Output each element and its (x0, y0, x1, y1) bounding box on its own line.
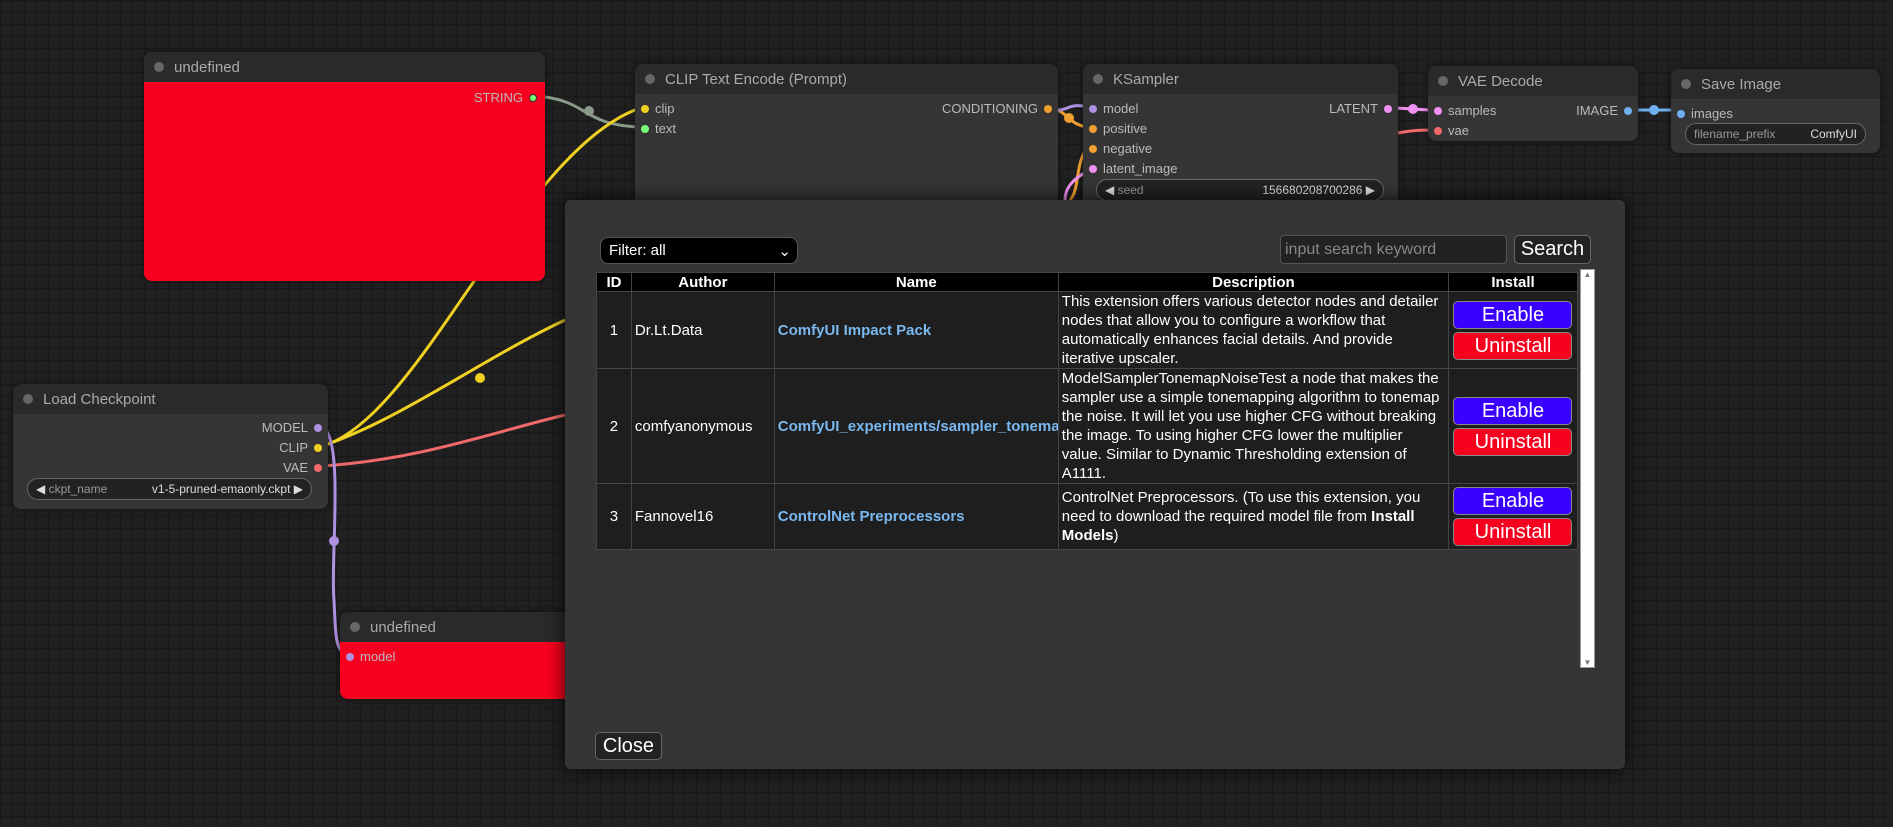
input-text[interactable]: text (641, 121, 676, 136)
input-positive[interactable]: positive (1089, 121, 1147, 136)
node-title: KSampler (1113, 70, 1179, 88)
node-title: Load Checkpoint (43, 390, 156, 408)
collapse-dot-icon[interactable] (350, 622, 360, 632)
pin-icon[interactable] (314, 423, 322, 432)
table-row: 1 Dr.Lt.Data ComfyUI Impact Pack This ex… (596, 291, 1579, 369)
extension-link[interactable]: ComfyUI_experiments/sampler_tonemap (773, 368, 1059, 484)
scroll-up-icon[interactable]: ▲ (1583, 270, 1592, 279)
scroll-down-icon[interactable]: ▼ (1583, 658, 1592, 667)
output-string[interactable]: STRING (474, 90, 537, 105)
output-latent[interactable]: LATENT (1329, 101, 1392, 116)
custom-nodes-manager-dialog: Filter: all ⌄ input search keyword Search… (565, 200, 1625, 769)
pin-icon[interactable] (1434, 126, 1442, 135)
pin-icon[interactable] (529, 93, 537, 102)
enable-button[interactable]: Enable (1453, 300, 1573, 329)
error-body (144, 82, 545, 281)
collapse-dot-icon[interactable] (645, 74, 655, 84)
input-vae[interactable]: vae (1434, 123, 1469, 138)
pin-icon[interactable] (1044, 104, 1052, 113)
pin-icon[interactable] (1434, 106, 1442, 115)
pin-icon[interactable] (346, 652, 354, 661)
close-button[interactable]: Close (595, 732, 662, 760)
node-title: VAE Decode (1458, 72, 1543, 90)
collapse-dot-icon[interactable] (1093, 74, 1103, 84)
chevron-down-icon: ⌄ (778, 242, 791, 260)
node-title: CLIP Text Encode (Prompt) (665, 70, 848, 88)
output-conditioning[interactable]: CONDITIONING (942, 101, 1052, 116)
output-vae[interactable]: VAE (283, 460, 322, 475)
install-models-link[interactable]: Install Models (1061, 508, 1415, 544)
pin-icon[interactable] (314, 443, 322, 452)
pin-icon[interactable] (641, 124, 649, 133)
string-node[interactable]: undefined STRING (144, 52, 545, 281)
clip-text-encode-node[interactable]: CLIP Text Encode (Prompt) clip text COND… (635, 64, 1058, 214)
vae-decode-node[interactable]: VAE Decode samples vae IMAGE (1428, 66, 1638, 141)
seed-widget[interactable]: ◀ seed 156680208700286 ▶ (1096, 179, 1384, 201)
load-checkpoint-node[interactable]: Load Checkpoint MODEL CLIP VAE ◀ ckpt_na… (13, 384, 328, 509)
uninstall-button[interactable]: Uninstall (1453, 427, 1573, 456)
table-header: ID Author Name Description Install (596, 272, 1579, 292)
node-title: undefined (370, 618, 436, 636)
output-image[interactable]: IMAGE (1576, 103, 1632, 118)
filter-select[interactable]: Filter: all ⌄ (600, 237, 798, 264)
search-input[interactable]: input search keyword (1280, 235, 1507, 264)
input-images[interactable]: images (1677, 106, 1733, 121)
collapse-dot-icon[interactable] (1438, 76, 1448, 86)
pin-icon[interactable] (1089, 104, 1097, 113)
enable-button[interactable]: Enable (1453, 396, 1573, 425)
input-latent-image[interactable]: latent_image (1089, 161, 1177, 176)
node-title: Save Image (1701, 75, 1782, 93)
ksampler-node[interactable]: KSampler model positive negative latent_… (1083, 64, 1398, 214)
table-row: 2 comfyanonymous ComfyUI_experiments/sam… (596, 368, 1579, 484)
input-samples[interactable]: samples (1434, 103, 1496, 118)
uninstall-button[interactable]: Uninstall (1453, 331, 1573, 360)
enable-button[interactable]: Enable (1453, 487, 1573, 515)
extension-link[interactable]: ComfyUI Impact Pack (773, 291, 1059, 369)
pin-icon[interactable] (1089, 164, 1097, 173)
collapse-dot-icon[interactable] (154, 62, 164, 72)
pin-icon[interactable] (1384, 104, 1392, 113)
pin-icon[interactable] (1677, 109, 1685, 118)
input-model[interactable]: model (346, 649, 395, 664)
pin-icon[interactable] (1624, 106, 1632, 115)
collapse-dot-icon[interactable] (1681, 79, 1691, 89)
pin-icon[interactable] (1089, 124, 1097, 133)
output-model[interactable]: MODEL (262, 420, 322, 435)
extension-link[interactable]: ControlNet Preprocessors (773, 483, 1059, 550)
input-negative[interactable]: negative (1089, 141, 1152, 156)
ckpt-name-widget[interactable]: ◀ ckpt_name v1-5-pruned-emaonly.ckpt ▶ (27, 478, 312, 500)
input-model[interactable]: model (1089, 101, 1138, 116)
scrollbar[interactable]: ▲ ▼ (1580, 269, 1595, 668)
extensions-table: ID Author Name Description Install 1 Dr.Lt.D… (596, 272, 1579, 550)
pin-icon[interactable] (641, 104, 649, 113)
table-row: 3 Fannovel16 ControlNet Preprocessors Co… (596, 483, 1579, 550)
pin-icon[interactable] (1089, 144, 1097, 153)
error-body (340, 642, 580, 699)
save-image-node[interactable]: Save Image images filename_prefix ComfyUI (1671, 69, 1880, 153)
node-title: undefined (174, 58, 240, 76)
filename-prefix-widget[interactable]: filename_prefix ComfyUI (1685, 123, 1866, 145)
input-clip[interactable]: clip (641, 101, 675, 116)
uninstall-button[interactable]: Uninstall (1453, 518, 1573, 546)
collapse-dot-icon[interactable] (23, 394, 33, 404)
model-node[interactable]: undefined model (340, 612, 580, 699)
output-clip[interactable]: CLIP (279, 440, 322, 455)
search-button[interactable]: Search (1514, 235, 1591, 264)
pin-icon[interactable] (314, 463, 322, 472)
